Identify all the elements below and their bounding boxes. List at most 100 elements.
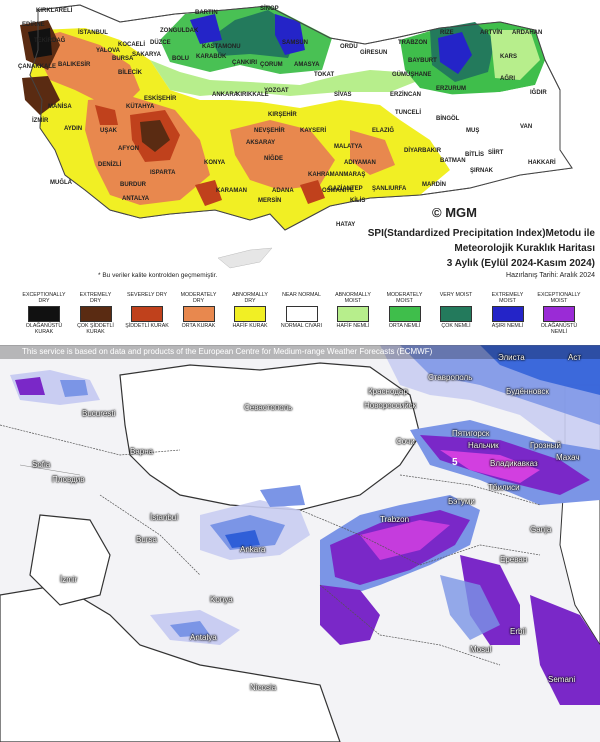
legend-swatch <box>388 306 421 322</box>
legend-english-label: EXCEPTIONALLY MOIST <box>537 292 581 304</box>
legend-turkish-label: ÇOK ŞİDDETLİ KURAK <box>77 323 114 335</box>
city-label: BURDUR <box>120 182 146 188</box>
legend-item: EXTREMELY MOIST AŞIRI NEMLİ <box>486 292 530 329</box>
place-label: Нальчик <box>468 441 499 450</box>
place-label: Махач <box>556 453 580 462</box>
city-label: EDİRNE <box>22 22 45 28</box>
city-label: KIRŞEHİR <box>268 112 297 118</box>
city-label: KASTAMONU <box>202 44 241 50</box>
city-label: BAYBURT <box>408 58 437 64</box>
legend-turkish-label: NORMAL CIVARI <box>280 323 323 329</box>
city-label: ERZURUM <box>436 86 466 92</box>
place-label: Пятигорск <box>452 429 490 438</box>
city-label: GÜMÜŞHANE <box>392 72 432 78</box>
city-label: GİRESUN <box>360 50 388 56</box>
place-label: Bursa <box>136 535 157 544</box>
city-label: MARDİN <box>422 182 446 188</box>
legend-swatch <box>28 306 60 322</box>
city-label: ISPARTA <box>150 170 176 176</box>
place-label: Trabzon <box>380 515 410 524</box>
legend-turkish-label: HAFİF NEMLİ <box>336 323 370 329</box>
place-label: Владикавказ <box>490 459 538 468</box>
city-label: MUĞLA <box>50 180 72 186</box>
city-label: TOKAT <box>314 72 335 78</box>
city-label: DENİZLİ <box>98 162 122 168</box>
city-label: HATAY <box>336 222 356 228</box>
city-label: BOLU <box>172 56 189 62</box>
legend-english-label: VERY MOIST <box>439 292 473 298</box>
legend-english-label: NEAR NORMAL <box>282 292 321 298</box>
city-label: ÇANKIRI <box>232 60 257 66</box>
city-label: SİİRT <box>488 150 504 156</box>
city-label: AFYON <box>118 146 139 152</box>
city-label: KARAMAN <box>216 188 247 194</box>
city-label: BİLECİK <box>118 70 142 76</box>
legend-swatch <box>131 306 163 322</box>
city-label: ARTVİN <box>480 30 503 36</box>
mgm-logo: © MGM <box>432 205 477 220</box>
city-label: HAKKARİ <box>528 160 556 166</box>
legend-item: VERY MOIST ÇOK NEMLİ <box>434 292 478 329</box>
city-label: AYDIN <box>64 126 83 132</box>
legend-turkish-label: ÇOK NEMLİ <box>441 323 471 329</box>
legend-turkish-label: AŞIRI NEMLİ <box>491 323 524 329</box>
legend-english-label: ABNORMALLY MOIST <box>335 292 371 304</box>
city-label: BALIKESİR <box>58 62 91 68</box>
legend-item: EXCEPTIONALLY MOIST OLAĞANÜSTÜ NEMLİ <box>537 292 581 335</box>
ecmwf-precipitation-map <box>0 345 600 742</box>
mediterranean <box>0 584 341 742</box>
city-label: SİVAS <box>334 92 352 98</box>
black-sea <box>119 362 421 511</box>
city-label: ŞIRNAK <box>470 168 494 174</box>
city-label: NİĞDE <box>264 156 284 162</box>
legend-swatch <box>182 306 215 322</box>
city-label: SAMSUN <box>282 40 309 46</box>
city-label: KİLİS <box>350 198 366 204</box>
city-label: KARS <box>500 54 518 60</box>
city-label: ŞANLIURFA <box>372 186 407 192</box>
place-label: Ереван <box>500 555 528 564</box>
city-label: ANTALYA <box>122 196 150 202</box>
city-label: TRABZON <box>398 40 428 46</box>
city-label: ADIYAMAN <box>344 160 376 166</box>
city-label: KAHRAMANMARAŞ <box>308 172 366 178</box>
place-label: Элиста <box>498 353 525 362</box>
place-label: Bucuresti <box>82 409 116 418</box>
city-label: ÇANAKKALE <box>18 64 56 70</box>
legend-swatch <box>285 306 318 322</box>
legend-swatch <box>491 306 524 322</box>
place-label: Бэтуми <box>448 497 475 506</box>
city-label: ARDAHAN <box>512 30 543 36</box>
city-label: YALOVA <box>96 48 121 54</box>
city-label: NEVŞEHİR <box>254 128 285 134</box>
turkey-spi-map <box>20 4 573 269</box>
place-label: Грозный <box>530 441 561 450</box>
legend-swatch <box>79 306 112 322</box>
city-label: MALATYA <box>334 144 363 150</box>
legend-english-label: ABNORMALLY DRY <box>232 292 268 304</box>
city-label: BARTIN <box>195 10 218 16</box>
legend-turkish-label: ORTA NEMLİ <box>388 323 421 329</box>
legend-item: MODERATELY DRY ORTA KURAK <box>177 292 221 329</box>
place-label: Варна <box>130 447 154 456</box>
place-label: Ankara <box>240 545 266 554</box>
place-label: Sofia <box>32 460 51 469</box>
legend-item: NEAR NORMAL NORMAL CIVARI <box>280 292 324 329</box>
city-label: AMASYA <box>294 62 320 68</box>
place-label: Новороссийск <box>364 401 417 410</box>
legend-item: EXTREMELY DRY ÇOK ŞİDDETLİ KURAK <box>74 292 118 335</box>
legend-item: ABNORMALLY MOIST HAFİF NEMLİ <box>331 292 375 329</box>
city-label: ERZİNCAN <box>390 92 421 98</box>
city-label: RİZE <box>440 30 454 36</box>
legend-turkish-label: OLAĞANÜSTÜ NEMLİ <box>540 323 578 335</box>
isoline-label: 5 <box>452 457 458 468</box>
place-label: Erbil <box>510 627 527 636</box>
place-label: İzmir <box>60 575 78 584</box>
place-label: Тбилиси <box>488 483 520 492</box>
city-label: SAKARYA <box>132 52 161 58</box>
place-label: Пловдив <box>52 475 85 484</box>
city-label: SİNOP <box>260 6 279 12</box>
legend-item: EXCEPTIONALLY DRY OLAĞANÜSTÜ KURAK <box>22 292 66 335</box>
place-label: Сочи <box>396 437 415 446</box>
map-title-line-1: SPI(Standardized Precipitation Index)Met… <box>367 228 595 239</box>
